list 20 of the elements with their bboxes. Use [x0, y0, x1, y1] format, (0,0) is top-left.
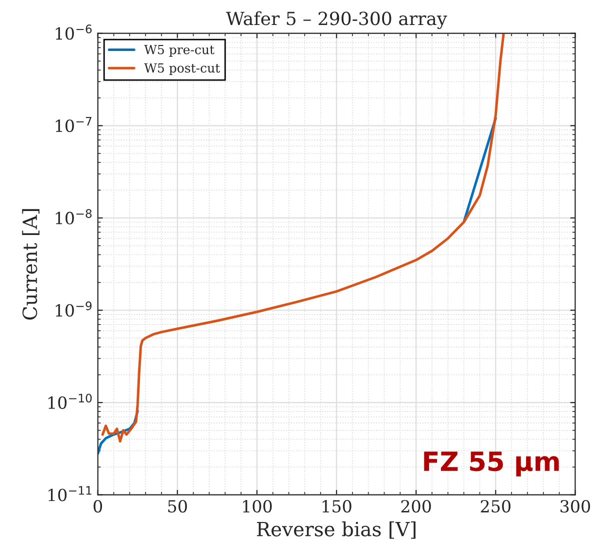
y-tick-label: 10$^{−11}$: [48, 486, 92, 502]
x-tick-label: 200: [401, 500, 431, 513]
y-tick-label: 10$^{−8}$: [56, 209, 92, 224]
x-tick-label: 100: [243, 500, 272, 513]
x-axis-title: Reverse bias [V]: [256, 521, 416, 539]
legend-label: W5 post-cut: [144, 63, 220, 76]
x-tick-label: 50: [168, 500, 187, 513]
x-tick-label: 150: [322, 500, 352, 513]
y-tick-label: 10$^{−10}$: [48, 394, 92, 409]
y-axis-title: Current [A]: [22, 209, 40, 320]
annotation: FZ 55 µm: [424, 452, 559, 476]
x-tick-label: 300: [560, 500, 590, 513]
y-tick-label: 10$^{−7}$: [56, 116, 92, 132]
line-series: [101, 33, 505, 443]
y-tick-label: 10$^{−9}$: [56, 301, 92, 317]
x-tick-label: 250: [480, 500, 510, 513]
chart-title: Wafer 5 – 290-300 array: [226, 11, 448, 30]
x-tick-label: 0: [94, 500, 102, 513]
y-tick-label: 10$^{−6}$: [56, 24, 92, 40]
legend-label: W5 pre-cut: [144, 44, 214, 57]
